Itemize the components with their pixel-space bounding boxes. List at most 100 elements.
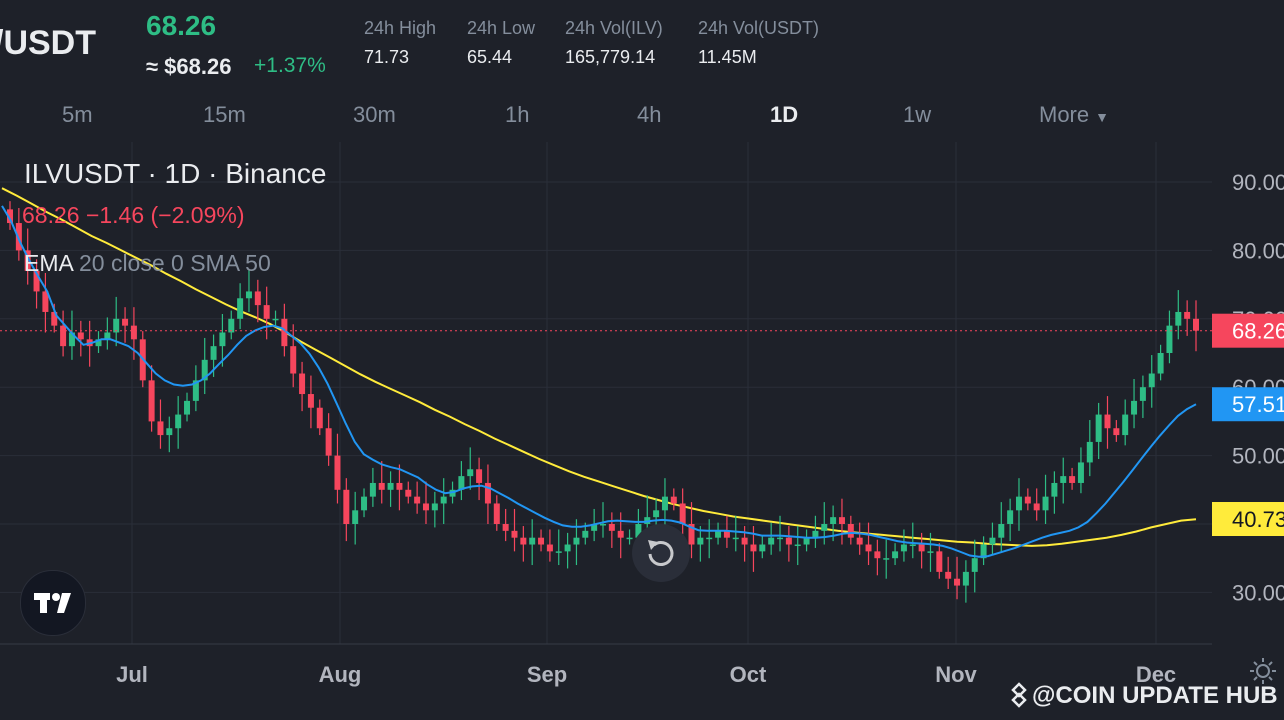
candle-body <box>192 380 199 401</box>
candle-body <box>980 544 987 559</box>
candle-body <box>24 250 31 271</box>
candles-layer <box>7 201 1199 603</box>
ema-params: 20 close 0 SMA 50 <box>72 250 271 276</box>
candle-body <box>175 414 182 429</box>
candle-body <box>794 544 801 547</box>
watermark-text: @COIN UPDATE HUB <box>1032 682 1278 709</box>
candle-body <box>732 537 739 540</box>
candle-body <box>281 318 288 347</box>
candle-body <box>113 318 120 333</box>
candle-body <box>626 537 633 540</box>
change-percent: +1.37% <box>254 54 326 77</box>
candle-body <box>254 291 261 306</box>
pair-title[interactable]: /USDT <box>0 24 96 62</box>
tab-1w[interactable]: 1w <box>903 102 932 127</box>
candle-body <box>511 530 518 538</box>
candle-body <box>33 270 40 292</box>
candle-body <box>865 544 872 552</box>
reset-chart-button[interactable] <box>632 524 690 582</box>
price-tag <box>1212 387 1284 422</box>
stat-label: 24h Low <box>467 18 536 38</box>
tradingview-logo-icon[interactable] <box>20 570 86 636</box>
sun-settings-icon[interactable] <box>1248 656 1278 691</box>
stat-value: 165,779.14 <box>565 47 656 67</box>
last-price: 68.26 <box>146 10 217 41</box>
candle-body <box>166 428 173 436</box>
candle-body <box>546 544 553 552</box>
candle-body <box>741 537 748 545</box>
x-tick-label: Aug <box>319 662 362 687</box>
indicator-legend[interactable]: EMA 20 close 0 SMA 50 <box>24 250 271 277</box>
tab-30m[interactable]: 30m <box>353 102 396 127</box>
candle-body <box>670 496 677 504</box>
candle-body <box>157 421 164 436</box>
x-tick-label: Sep <box>527 662 567 687</box>
stat-label: 24h High <box>364 18 437 38</box>
candle-body <box>1069 476 1076 483</box>
candle-body <box>617 530 624 538</box>
price-tag <box>1212 313 1284 348</box>
candle-body <box>184 400 191 415</box>
y-tick-label: 80.00 <box>1232 238 1284 263</box>
binance-diamond-icon <box>1011 682 1027 708</box>
candle-body <box>679 503 686 524</box>
candle-body <box>1033 503 1040 511</box>
candle-body <box>909 544 916 547</box>
candle-body <box>918 544 925 552</box>
tab-15m[interactable]: 15m <box>203 102 246 127</box>
x-tick-label: Nov <box>935 662 977 687</box>
candle-body <box>555 551 562 553</box>
candle-body <box>715 530 722 538</box>
candle-body <box>458 476 465 490</box>
candle-body <box>608 524 615 531</box>
candle-body <box>723 530 730 538</box>
candle-body <box>414 496 421 504</box>
candle-body <box>210 346 217 360</box>
candle-body <box>564 544 571 552</box>
stat-value: 11.45M <box>698 47 757 67</box>
candle-body <box>7 209 13 224</box>
candle-body <box>785 537 792 545</box>
candle-body <box>1104 414 1111 429</box>
candle-body <box>1157 353 1164 374</box>
price-tag-label: 68.26 <box>1232 319 1284 344</box>
candle-body <box>405 489 412 497</box>
candle-body <box>272 318 279 321</box>
tab-4h[interactable]: 4h <box>637 102 662 127</box>
candle-body <box>60 325 67 347</box>
candle-body <box>484 482 491 504</box>
candle-body <box>1122 414 1129 436</box>
candle-body <box>600 524 606 526</box>
tab-more[interactable]: More ▼ <box>1039 102 1109 128</box>
candle-body <box>467 469 474 477</box>
candle-body <box>201 359 208 381</box>
reset-chart-icon <box>648 540 674 566</box>
stat-24h-high: 24h High 71.73 <box>364 18 436 68</box>
candle-body <box>830 517 837 524</box>
candle-body <box>1193 318 1199 331</box>
candle-body <box>1175 311 1182 326</box>
candle-body <box>352 510 359 524</box>
tab-1h[interactable]: 1h <box>505 102 530 127</box>
usd-approx-price: ≈ $68.26 <box>146 54 232 79</box>
chart-ohlc-legend: 68.26 −1.46 (−2.09%) <box>22 202 245 228</box>
candle-body <box>334 455 341 490</box>
tab-5m[interactable]: 5m <box>62 102 93 127</box>
candle-body <box>856 537 863 545</box>
ticker-header: /USDT 68.26 ≈ $68.26 +1.37% 24h High 71.… <box>0 0 1284 92</box>
sma50-line <box>1 187 1197 547</box>
candle-body <box>883 558 890 560</box>
sun-icon-svg <box>1250 658 1276 684</box>
x-axis: Jul Aug Sep Oct Nov Dec <box>116 662 1176 687</box>
candle-body <box>378 482 385 490</box>
candle-body <box>1060 476 1067 483</box>
candle-body <box>847 524 854 538</box>
candle-body <box>369 482 376 497</box>
candle-body <box>812 530 819 538</box>
candle-body <box>892 551 899 559</box>
tab-1d[interactable]: 1D <box>770 102 799 127</box>
candle-body <box>803 537 810 545</box>
x-tick-label: Jul <box>116 662 148 687</box>
